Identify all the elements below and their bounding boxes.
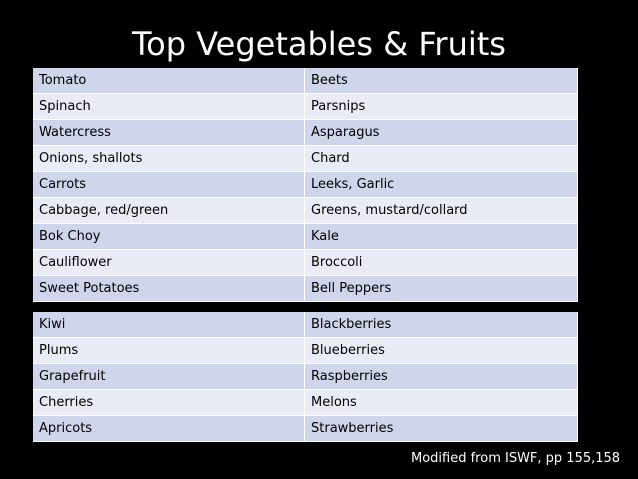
table-cell: Spinach bbox=[33, 94, 305, 120]
table-cell: Onions, shallots bbox=[33, 146, 305, 172]
table-row: Sweet Potatoes Bell Peppers bbox=[33, 276, 578, 302]
table-row: Cabbage, red/green Greens, mustard/colla… bbox=[33, 198, 578, 224]
table-cell: Beets bbox=[305, 68, 578, 94]
table-cell: Greens, mustard/collard bbox=[305, 198, 578, 224]
table-cell: Tomato bbox=[33, 68, 305, 94]
table-row: Cherries Melons bbox=[33, 390, 578, 416]
table-row: Watercress Asparagus bbox=[33, 120, 578, 146]
table-cell: Kiwi bbox=[33, 312, 305, 338]
table-cell: Parsnips bbox=[305, 94, 578, 120]
table-cell: Leeks, Garlic bbox=[305, 172, 578, 198]
slide-title: Top Vegetables & Fruits bbox=[132, 25, 506, 63]
table-cell: Kale bbox=[305, 224, 578, 250]
table-row: Carrots Leeks, Garlic bbox=[33, 172, 578, 198]
table-cell: Carrots bbox=[33, 172, 305, 198]
table-cell: Sweet Potatoes bbox=[33, 276, 305, 302]
table-cell: Bok Choy bbox=[33, 224, 305, 250]
fruits-table: Kiwi Blackberries Plums Blueberries Grap… bbox=[33, 312, 578, 442]
table-row: Plums Blueberries bbox=[33, 338, 578, 364]
table-cell: Asparagus bbox=[305, 120, 578, 146]
table-cell: Blueberries bbox=[305, 338, 578, 364]
table-row: Apricots Strawberries bbox=[33, 416, 578, 442]
table-row: Kiwi Blackberries bbox=[33, 312, 578, 338]
table-cell: Cauliflower bbox=[33, 250, 305, 276]
table-row: Tomato Beets bbox=[33, 68, 578, 94]
table-cell: Bell Peppers bbox=[305, 276, 578, 302]
table-cell: Raspberries bbox=[305, 364, 578, 390]
table-cell: Plums bbox=[33, 338, 305, 364]
table-cell: Strawberries bbox=[305, 416, 578, 442]
table-cell: Cherries bbox=[33, 390, 305, 416]
table-row: Bok Choy Kale bbox=[33, 224, 578, 250]
table-cell: Blackberries bbox=[305, 312, 578, 338]
vegetables-table: Tomato Beets Spinach Parsnips Watercress… bbox=[33, 68, 578, 302]
table-row: Cauliflower Broccoli bbox=[33, 250, 578, 276]
table-cell: Melons bbox=[305, 390, 578, 416]
source-footnote: Modified from ISWF, pp 155,158 bbox=[411, 451, 621, 466]
table-row: Onions, shallots Chard bbox=[33, 146, 578, 172]
table-cell: Apricots bbox=[33, 416, 305, 442]
table-row: Grapefruit Raspberries bbox=[33, 364, 578, 390]
table-cell: Broccoli bbox=[305, 250, 578, 276]
table-row: Spinach Parsnips bbox=[33, 94, 578, 120]
table-cell: Cabbage, red/green bbox=[33, 198, 305, 224]
table-cell: Grapefruit bbox=[33, 364, 305, 390]
table-cell: Watercress bbox=[33, 120, 305, 146]
table-cell: Chard bbox=[305, 146, 578, 172]
